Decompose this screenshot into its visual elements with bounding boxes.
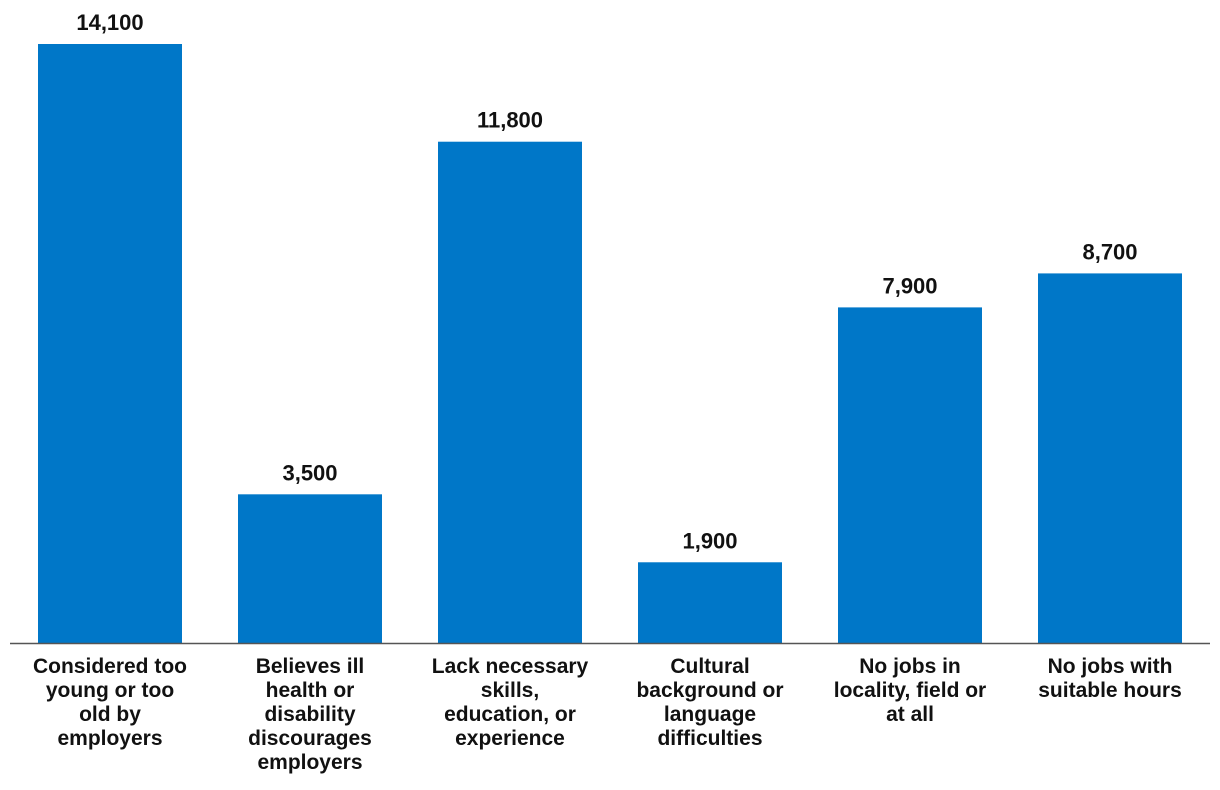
category-label-2: Believes ill health or disability discourag…: [248, 655, 372, 774]
category-label-6: No jobs with suitable hours: [1038, 655, 1182, 702]
category-labels-group: Considered too young or too old by employer…: [33, 655, 1182, 774]
value-label-1: 14,100: [76, 10, 143, 35]
value-label-6: 8,700: [1082, 239, 1137, 264]
bar-2: [238, 494, 382, 643]
category-label-5: No jobs in locality, field or at all: [834, 655, 986, 726]
category-label-3: Lack necessary skills, education, or experi…: [432, 655, 589, 750]
value-label-2: 3,500: [282, 460, 337, 485]
bar-3: [438, 141, 582, 643]
value-labels-group: 14,100 3,500 11,800 1,900 7,900 8,700: [76, 10, 1137, 553]
category-label-4: Cultural background or language difficultie…: [636, 655, 783, 750]
bar-6: [1038, 273, 1182, 643]
value-label-3: 11,800: [477, 108, 543, 133]
value-label-4: 1,900: [682, 528, 737, 553]
bar-5: [838, 307, 982, 643]
bar-4: [638, 562, 782, 643]
category-label-1: Considered too young or too old by employer…: [33, 655, 187, 750]
bar-1: [38, 44, 182, 643]
bars-group: [38, 44, 1182, 643]
value-label-5: 7,900: [882, 273, 937, 298]
